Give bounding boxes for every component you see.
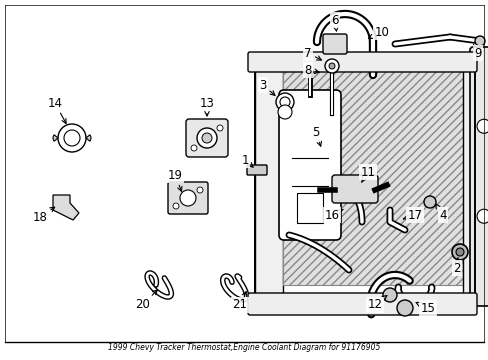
- Circle shape: [451, 244, 467, 260]
- Wedge shape: [86, 135, 91, 141]
- FancyBboxPatch shape: [254, 70, 283, 295]
- FancyBboxPatch shape: [331, 175, 377, 203]
- FancyBboxPatch shape: [247, 52, 476, 72]
- Text: 21: 21: [232, 292, 247, 311]
- Circle shape: [382, 288, 396, 302]
- Circle shape: [476, 119, 488, 133]
- Circle shape: [278, 105, 291, 119]
- Text: 17: 17: [403, 208, 422, 221]
- Text: 7: 7: [304, 46, 321, 60]
- FancyBboxPatch shape: [323, 34, 346, 54]
- Circle shape: [476, 209, 488, 223]
- Text: 2: 2: [452, 257, 460, 275]
- Circle shape: [280, 97, 289, 107]
- Text: 8: 8: [304, 63, 318, 77]
- FancyBboxPatch shape: [462, 70, 474, 295]
- Circle shape: [275, 93, 293, 111]
- Circle shape: [191, 145, 197, 151]
- FancyBboxPatch shape: [168, 182, 207, 214]
- Wedge shape: [53, 135, 58, 141]
- Text: 13: 13: [199, 96, 214, 116]
- Polygon shape: [53, 195, 79, 220]
- Circle shape: [396, 300, 412, 316]
- Text: 5: 5: [312, 126, 321, 146]
- Text: 10: 10: [368, 26, 388, 39]
- Circle shape: [423, 196, 435, 208]
- FancyBboxPatch shape: [247, 293, 476, 315]
- Text: 6: 6: [330, 14, 338, 31]
- FancyBboxPatch shape: [246, 165, 266, 175]
- Text: 9: 9: [472, 45, 481, 59]
- Text: 11: 11: [360, 166, 375, 182]
- Circle shape: [197, 128, 217, 148]
- FancyBboxPatch shape: [469, 47, 488, 306]
- Circle shape: [180, 190, 196, 206]
- Text: 15: 15: [415, 302, 434, 315]
- Text: 16: 16: [324, 208, 343, 221]
- Circle shape: [64, 130, 80, 146]
- FancyBboxPatch shape: [279, 90, 340, 240]
- Circle shape: [328, 63, 334, 69]
- Text: 14: 14: [47, 96, 66, 123]
- FancyBboxPatch shape: [185, 119, 227, 157]
- Circle shape: [202, 133, 212, 143]
- Circle shape: [455, 248, 463, 256]
- Circle shape: [217, 125, 223, 131]
- FancyBboxPatch shape: [296, 193, 323, 223]
- Text: 4: 4: [435, 204, 446, 221]
- Circle shape: [173, 203, 179, 209]
- Circle shape: [474, 36, 484, 46]
- Text: 19: 19: [167, 168, 182, 191]
- Circle shape: [325, 59, 338, 73]
- Circle shape: [197, 187, 203, 193]
- FancyBboxPatch shape: [283, 70, 462, 285]
- Text: 1999 Chevy Tracker Thermostat,Engine Coolant Diagram for 91176905: 1999 Chevy Tracker Thermostat,Engine Coo…: [107, 343, 379, 352]
- Circle shape: [58, 124, 86, 152]
- Text: 20: 20: [135, 290, 157, 311]
- Text: 18: 18: [33, 207, 55, 224]
- Text: 1: 1: [241, 153, 253, 167]
- Text: 12: 12: [367, 296, 386, 311]
- Text: 3: 3: [259, 78, 274, 95]
